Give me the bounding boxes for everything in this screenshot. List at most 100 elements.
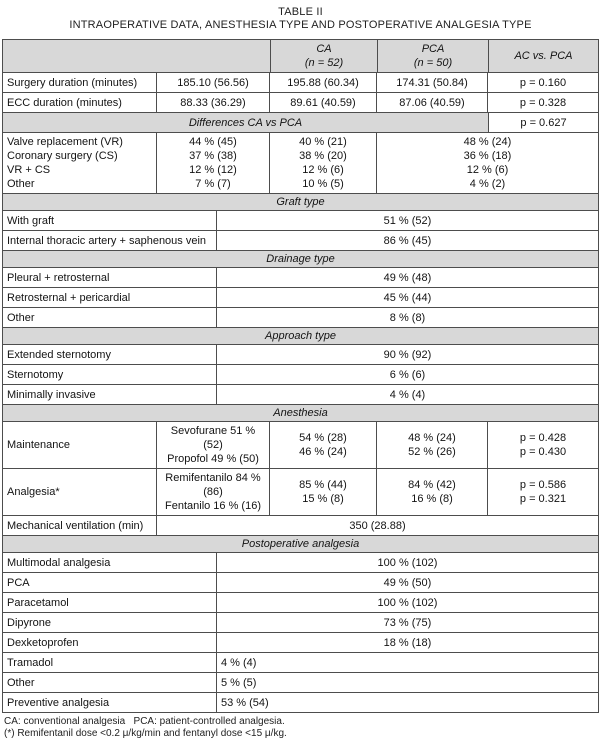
row-value: 45 % (44) [216, 288, 598, 307]
row-label: ECC duration (minutes) [7, 96, 122, 109]
total-value: 37 % (38) [189, 150, 237, 162]
row-label: Surgery duration (minutes) [7, 76, 138, 89]
agent-line: Propofol 49 % (50) [167, 453, 259, 465]
row-with-graft: With graft 51 % (52) [3, 210, 598, 230]
p-value: p = 0.586 p = 0.321 [487, 469, 598, 515]
pca-value: 12 % (6) [466, 164, 509, 176]
row-label: With graft [7, 214, 55, 227]
pca-line: 52 % (26) [408, 446, 456, 458]
section-header-postoperative: Postoperative analgesia [3, 535, 598, 552]
pca-n-label: (n = 50) [413, 57, 453, 69]
p-value: p = 0.160 [487, 73, 598, 92]
pca-line: 84 % (42) [408, 479, 456, 491]
row-surgery-types: Valve replacement (VR) Coronary surgery … [3, 132, 598, 193]
ca-value: 54 % (28) 46 % (24) [269, 422, 376, 468]
pca-value: 48 % (24) [463, 136, 512, 148]
footnote-doses: (*) Remifentanil dose <0.2 μ/kg/min and … [4, 728, 287, 739]
row-sternotomy: Sternotomy 6 % (6) [3, 364, 598, 384]
p-value: p = 0.627 [488, 113, 598, 132]
row-label: Multimodal analgesia [7, 556, 111, 569]
row-surgery-duration: Surgery duration (minutes) 185.10 (56.56… [3, 72, 598, 92]
column-header-pca: PCA (n = 50) [377, 40, 488, 72]
row-paracetamol: Paracetamol 100 % (102) [3, 592, 598, 612]
agent-line: Remifentanilo 84 % (86) [165, 472, 261, 498]
pca-value: 174.31 (50.84) [376, 73, 487, 92]
row-dexketoprofen: Dexketoprofen 18 % (18) [3, 632, 598, 652]
row-ecc-duration: ECC duration (minutes) 88.33 (36.29) 89.… [3, 92, 598, 112]
row-minimally-invasive: Minimally invasive 4 % (4) [3, 384, 598, 404]
table-title-block: TABLE II INTRAOPERATIVE DATA, ANESTHESIA… [2, 6, 599, 32]
row-value: 4 % (4) [216, 385, 598, 404]
row-retrosternal-pericardial: Retrosternal + pericardial 45 % (44) [3, 287, 598, 307]
pca-label: PCA [421, 43, 445, 55]
surgery-type-label: Valve replacement (VR) [7, 136, 123, 148]
row-label: Preventive analgesia [7, 696, 110, 709]
row-multimodal-analgesia: Multimodal analgesia 100 % (102) [3, 552, 598, 572]
data-table: CA (n = 52) PCA (n = 50) AC vs. PCA Surg… [2, 39, 599, 713]
ca-label: CA [316, 43, 332, 55]
total-value: 88.33 (36.29) [156, 93, 269, 112]
section-header-graft: Graft type [3, 193, 598, 210]
surgery-type-labels: Valve replacement (VR) Coronary surgery … [3, 133, 156, 193]
surgery-type-label: Coronary surgery (CS) [7, 150, 118, 162]
section-header-drainage: Drainage type [3, 250, 598, 267]
row-label: Mechanical ventilation (min) [7, 519, 144, 532]
ca-value: 89.61 (40.59) [269, 93, 376, 112]
row-label: PCA [7, 576, 30, 589]
p-line: p = 0.586 [519, 479, 567, 491]
analgesia-agents: Remifentanilo 84 % (86) Fentanilo 16 % (… [156, 469, 269, 515]
ca-n-label: (n = 52) [304, 57, 344, 69]
row-label: Pleural + retrosternal [7, 271, 110, 284]
section-title: Drainage type [3, 251, 598, 267]
row-label: Analgesia* [7, 486, 60, 498]
section-title: Approach type [3, 328, 598, 344]
pca-value: 84 % (42) 16 % (8) [376, 469, 487, 515]
p-line: p = 0.428 [519, 432, 567, 444]
footnote-abbreviations: CA: conventional analgesia PCA: patient-… [4, 716, 285, 727]
column-header-row: CA (n = 52) PCA (n = 50) AC vs. PCA [3, 40, 598, 72]
row-label: Maintenance [7, 439, 70, 451]
row-internal-thoracic: Internal thoracic artery + saphenous vei… [3, 230, 598, 250]
row-pca: PCA 49 % (50) [3, 572, 598, 592]
row-value: 8 % (8) [216, 308, 598, 327]
row-pleural-retrosternal: Pleural + retrosternal 49 % (48) [3, 267, 598, 287]
table-number: TABLE II [278, 6, 323, 18]
row-label: Other [7, 676, 35, 689]
header-blank-cell [3, 40, 270, 72]
total-value: 44 % (45) [189, 136, 237, 148]
section-header-approach: Approach type [3, 327, 598, 344]
ca-value: 38 % (20) [299, 150, 347, 162]
section-header-anesthesia: Anesthesia [3, 404, 598, 421]
maintenance-agents: Sevofurane 51 % (52) Propofol 49 % (50) [156, 422, 269, 468]
row-analgesia: Analgesia* Remifentanilo 84 % (86) Fenta… [3, 468, 598, 515]
surgery-type-ca: 40 % (21) 38 % (20) 12 % (6) 10 % (5) [269, 133, 376, 193]
row-label: Dipyrone [7, 616, 52, 629]
row-value: 51 % (52) [216, 211, 598, 230]
row-mechanical-ventilation: Mechanical ventilation (min) 350 (28.88) [3, 515, 598, 535]
ca-value: 10 % (5) [302, 178, 344, 190]
ca-value: 12 % (6) [302, 164, 344, 176]
agent-line: Fentanilo 16 % (16) [165, 500, 261, 512]
row-value: 49 % (50) [216, 573, 598, 592]
p-value: p = 0.328 [487, 93, 598, 112]
pca-value: 87.06 (40.59) [376, 93, 487, 112]
column-header-comparison: AC vs. PCA [488, 40, 598, 72]
row-value: 73 % (75) [216, 613, 598, 632]
ca-line: 15 % (8) [302, 493, 344, 505]
row-value: 5 % (5) [216, 673, 598, 692]
pca-line: 16 % (8) [411, 493, 453, 505]
table-title: INTRAOPERATIVE DATA, ANESTHESIA TYPE AND… [69, 19, 532, 31]
surgery-type-label: VR + CS [7, 164, 51, 176]
row-label: Retrosternal + pericardial [7, 291, 131, 304]
p-line: p = 0.430 [519, 446, 567, 458]
total-value: 7 % (7) [195, 178, 231, 190]
row-value: 4 % (4) [216, 653, 598, 672]
row-label: Dexketoprofen [7, 636, 79, 649]
footnotes: CA: conventional analgesia PCA: patient-… [2, 716, 599, 740]
row-value: 90 % (92) [216, 345, 598, 364]
pca-value: 4 % (2) [469, 178, 506, 190]
total-value: 185.10 (56.56) [156, 73, 269, 92]
row-dipyrone: Dipyrone 73 % (75) [3, 612, 598, 632]
row-value: 350 (28.88) [156, 516, 598, 535]
